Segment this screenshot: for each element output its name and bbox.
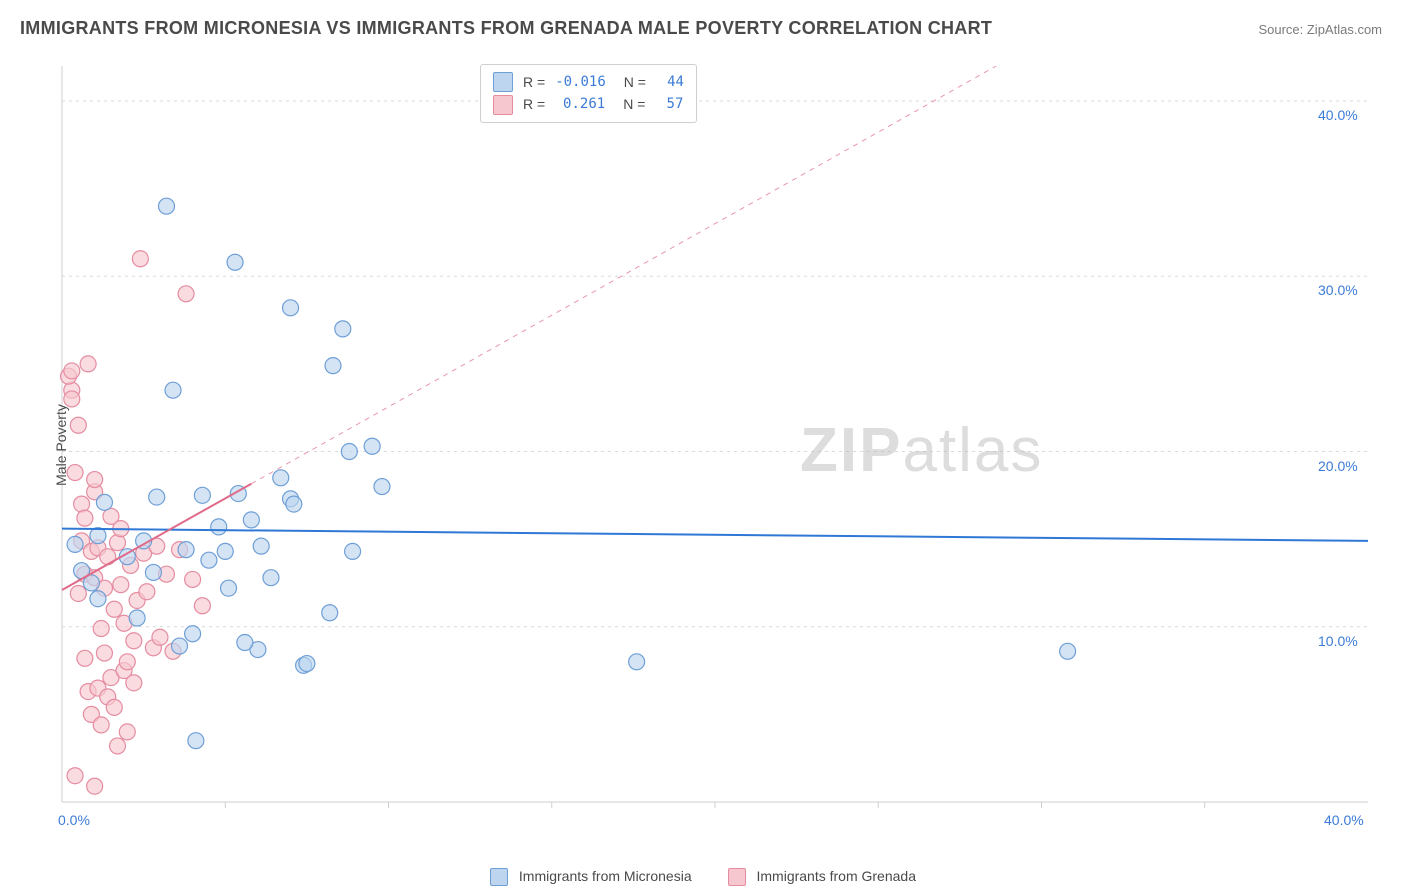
legend-top-swatch (493, 72, 513, 92)
watermark-prefix: ZIP (800, 416, 902, 485)
legend-item-grenada: Immigrants from Grenada (728, 868, 916, 886)
series-legend: Immigrants from Micronesia Immigrants fr… (490, 868, 916, 886)
legend-top-swatch (493, 95, 513, 115)
source-attribution: Source: ZipAtlas.com (1258, 22, 1382, 37)
legend-label-micronesia: Immigrants from Micronesia (519, 868, 692, 884)
y-tick-label: 20.0% (1318, 458, 1358, 474)
n-label: N = (623, 93, 645, 115)
legend-item-micronesia: Immigrants from Micronesia (490, 868, 692, 886)
r-value: 0.261 (555, 93, 605, 115)
x-tick-zero: 0.0% (58, 812, 90, 828)
x-tick-max: 40.0% (1324, 812, 1364, 828)
correlation-legend-row: R = -0.016 N = 44 (493, 71, 684, 93)
r-label: R = (523, 71, 545, 93)
watermark-suffix: atlas (902, 416, 1043, 485)
n-value: 57 (655, 93, 683, 115)
legend-label-grenada: Immigrants from Grenada (756, 868, 916, 884)
chart-title: IMMIGRANTS FROM MICRONESIA VS IMMIGRANTS… (20, 18, 992, 39)
legend-swatch-grenada (728, 868, 746, 886)
r-value: -0.016 (555, 71, 606, 93)
n-value: 44 (656, 71, 684, 93)
n-label: N = (624, 71, 646, 93)
plot-area: Male Poverty ZIPatlas R = -0.016 N = 44 R = 0… (50, 60, 1380, 830)
y-tick-label: 30.0% (1318, 282, 1358, 298)
y-axis-label: Male Poverty (53, 404, 69, 486)
watermark: ZIPatlas (800, 415, 1043, 486)
r-label: R = (523, 93, 545, 115)
correlation-legend: R = -0.016 N = 44 R = 0.261 N = 57 (480, 64, 697, 123)
y-tick-label: 10.0% (1318, 633, 1358, 649)
correlation-legend-row: R = 0.261 N = 57 (493, 93, 684, 115)
y-tick-label: 40.0% (1318, 107, 1358, 123)
legend-swatch-micronesia (490, 868, 508, 886)
scatter-chart-svg (50, 60, 1380, 830)
